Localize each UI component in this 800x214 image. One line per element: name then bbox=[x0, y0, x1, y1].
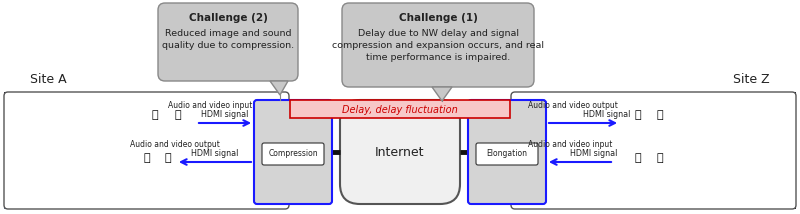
Text: 🔊: 🔊 bbox=[144, 153, 150, 163]
Text: Internet: Internet bbox=[375, 146, 425, 159]
Text: Challenge (2): Challenge (2) bbox=[189, 13, 267, 23]
Text: Delay, delay fluctuation: Delay, delay fluctuation bbox=[342, 105, 458, 115]
Polygon shape bbox=[270, 81, 288, 95]
Polygon shape bbox=[290, 100, 510, 118]
FancyBboxPatch shape bbox=[342, 3, 534, 87]
FancyBboxPatch shape bbox=[158, 3, 298, 81]
Text: 🖥: 🖥 bbox=[165, 153, 171, 163]
FancyBboxPatch shape bbox=[4, 92, 289, 209]
FancyBboxPatch shape bbox=[511, 92, 796, 209]
Text: 🔊: 🔊 bbox=[657, 110, 663, 120]
Bar bbox=[4, 152, 107, 209]
Text: Compression: Compression bbox=[268, 150, 318, 159]
Text: 🎥: 🎥 bbox=[174, 110, 182, 120]
Bar bbox=[693, 92, 796, 152]
Text: HDMI signal: HDMI signal bbox=[191, 149, 238, 158]
Text: 🎵: 🎵 bbox=[657, 153, 663, 163]
FancyBboxPatch shape bbox=[476, 143, 538, 165]
FancyBboxPatch shape bbox=[340, 100, 460, 204]
Text: Site A: Site A bbox=[30, 73, 66, 86]
Text: 🖥: 🖥 bbox=[634, 110, 642, 120]
Bar bbox=[4, 92, 107, 152]
Text: Audio and video input: Audio and video input bbox=[528, 140, 612, 149]
Bar bbox=[693, 152, 796, 209]
FancyBboxPatch shape bbox=[262, 143, 324, 165]
Text: Site Z: Site Z bbox=[734, 73, 770, 86]
FancyBboxPatch shape bbox=[468, 100, 546, 204]
Text: HDMI signal: HDMI signal bbox=[570, 149, 618, 158]
Polygon shape bbox=[432, 87, 452, 101]
Text: Audio and video input: Audio and video input bbox=[168, 101, 252, 110]
Text: Delay due to NW delay and signal
compression and expansion occurs, and real
time: Delay due to NW delay and signal compres… bbox=[332, 29, 544, 62]
Text: 🎵: 🎵 bbox=[152, 110, 158, 120]
Text: Audio and video output: Audio and video output bbox=[528, 101, 618, 110]
Text: Reduced image and sound
quality due to compression.: Reduced image and sound quality due to c… bbox=[162, 29, 294, 50]
Text: HDMI signal: HDMI signal bbox=[583, 110, 630, 119]
Text: Challenge (1): Challenge (1) bbox=[398, 13, 478, 23]
Text: HDMI signal: HDMI signal bbox=[202, 110, 249, 119]
Text: 🎥: 🎥 bbox=[634, 153, 642, 163]
Text: Elongation: Elongation bbox=[486, 150, 527, 159]
Text: Audio and video output: Audio and video output bbox=[130, 140, 220, 149]
FancyBboxPatch shape bbox=[254, 100, 332, 204]
